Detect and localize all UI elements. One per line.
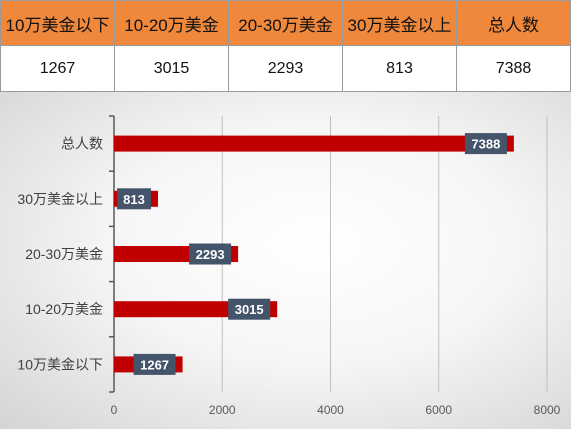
table-cell: 3015 [114, 45, 229, 92]
data-label-box [117, 188, 152, 210]
summary-table: 10万美金以下 10-20万美金 20-30万美金 30万美金以上 总人数 12… [0, 0, 571, 92]
bar-chart-area: 1267 3015 2293 813 7388 0 2000 4000 6000 8000 10万… [0, 92, 571, 429]
tick-labels: 0 2000 4000 6000 8000 10万美金以下 10-20万美金 20-30万美金… [17, 136, 560, 417]
table-header-cell: 总人数 [456, 0, 571, 46]
x-tick-label: 4000 [317, 403, 344, 417]
table-header-cell: 10万美金以下 [0, 0, 115, 46]
data-labels: 1267 3015 2293 813 7388 [117, 133, 507, 375]
x-tick-label: 8000 [534, 403, 561, 417]
bar-chart: 1267 3015 2293 813 7388 0 2000 4000 6000 8000 10万… [17, 115, 561, 417]
y-axis [109, 115, 115, 393]
data-label: 2293 [196, 247, 225, 262]
table-row: 1267 3015 2293 813 7388 [0, 45, 571, 92]
bar [114, 135, 514, 152]
data-label-box [133, 353, 176, 375]
y-tick-label: 30万美金以上 [17, 191, 103, 207]
data-label: 813 [123, 192, 145, 207]
table-header-cell: 10-20万美金 [114, 0, 229, 46]
data-label: 7388 [471, 137, 500, 152]
y-tick-label: 10-20万美金 [25, 301, 103, 317]
data-label: 3015 [235, 302, 264, 317]
gridlines [221, 116, 548, 392]
data-label: 1267 [140, 357, 169, 372]
table-header-cell: 30万美金以上 [342, 0, 457, 46]
x-tick-label: 0 [111, 403, 118, 417]
x-tick-label: 6000 [425, 403, 452, 417]
data-label-box [464, 133, 507, 155]
table-header-row: 10万美金以下 10-20万美金 20-30万美金 30万美金以上 总人数 [0, 0, 571, 46]
table-cell: 1267 [0, 45, 115, 92]
data-label-box [228, 298, 271, 320]
y-tick-label: 10万美金以下 [17, 356, 103, 372]
y-tick-label: 20-30万美金 [25, 246, 103, 262]
table-cell: 7388 [456, 45, 571, 92]
x-tick-label: 2000 [209, 403, 236, 417]
table-header-cell: 20-30万美金 [228, 0, 343, 46]
data-label-box [189, 243, 232, 265]
table-cell: 2293 [228, 45, 343, 92]
table-cell: 813 [342, 45, 457, 92]
y-tick-label: 总人数 [61, 136, 103, 152]
bars [114, 135, 514, 373]
